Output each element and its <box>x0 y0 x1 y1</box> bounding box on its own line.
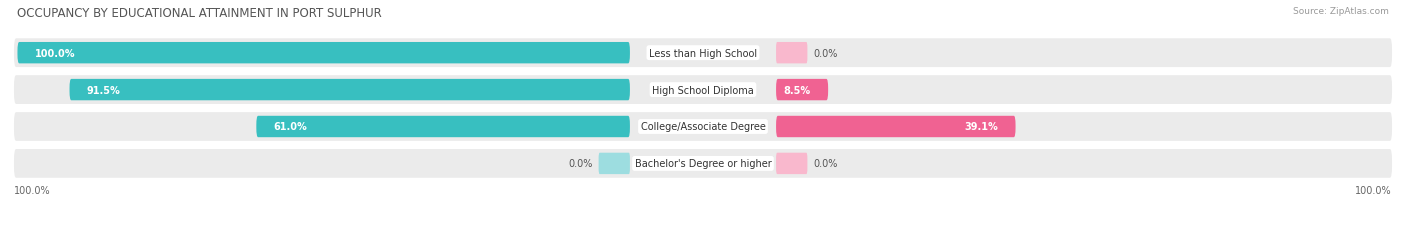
FancyBboxPatch shape <box>69 79 630 101</box>
FancyBboxPatch shape <box>14 76 1392 104</box>
Text: 0.0%: 0.0% <box>568 159 593 169</box>
Text: 100.0%: 100.0% <box>1355 185 1392 195</box>
Text: OCCUPANCY BY EDUCATIONAL ATTAINMENT IN PORT SULPHUR: OCCUPANCY BY EDUCATIONAL ATTAINMENT IN P… <box>17 7 381 20</box>
FancyBboxPatch shape <box>599 153 630 174</box>
Text: Less than High School: Less than High School <box>650 49 756 58</box>
Text: College/Associate Degree: College/Associate Degree <box>641 122 765 132</box>
FancyBboxPatch shape <box>17 43 630 64</box>
Text: 39.1%: 39.1% <box>965 122 998 132</box>
Text: High School Diploma: High School Diploma <box>652 85 754 95</box>
FancyBboxPatch shape <box>256 116 630 138</box>
FancyBboxPatch shape <box>776 43 807 64</box>
FancyBboxPatch shape <box>14 149 1392 178</box>
FancyBboxPatch shape <box>776 116 1015 138</box>
Text: 8.5%: 8.5% <box>783 85 811 95</box>
Text: 91.5%: 91.5% <box>87 85 121 95</box>
FancyBboxPatch shape <box>14 39 1392 68</box>
FancyBboxPatch shape <box>776 79 828 101</box>
Text: 0.0%: 0.0% <box>813 49 838 58</box>
Text: 61.0%: 61.0% <box>274 122 308 132</box>
FancyBboxPatch shape <box>776 153 807 174</box>
Text: 100.0%: 100.0% <box>35 49 76 58</box>
FancyBboxPatch shape <box>14 112 1392 141</box>
Text: 100.0%: 100.0% <box>14 185 51 195</box>
Text: 0.0%: 0.0% <box>813 159 838 169</box>
Text: Bachelor's Degree or higher: Bachelor's Degree or higher <box>634 159 772 169</box>
Text: Source: ZipAtlas.com: Source: ZipAtlas.com <box>1294 7 1389 16</box>
